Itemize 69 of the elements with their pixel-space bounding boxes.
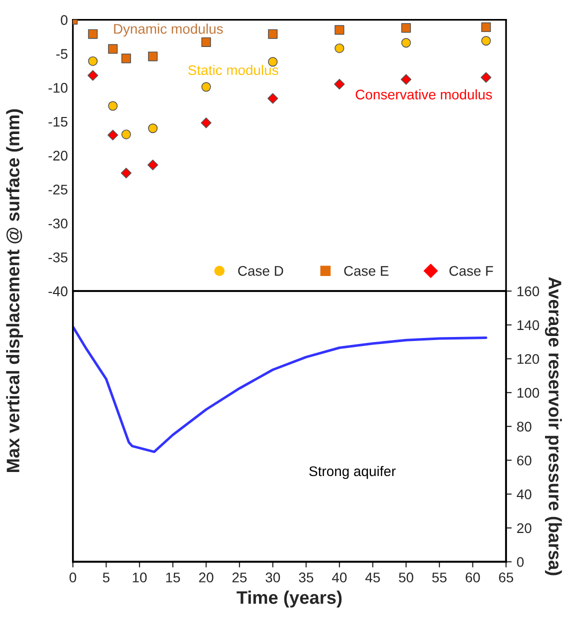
annotation: Dynamic modulus [114,24,223,37]
y-tick-label: -40 [48,286,68,296]
y2-tick-label: 20 [517,523,532,534]
point [481,22,491,32]
point [108,101,118,111]
x-tick-label: 50 [398,572,414,582]
point [401,38,411,48]
y-tick-label: -5 [56,49,68,59]
y2-tick-label: 160 [518,286,540,296]
point [268,29,278,39]
x-tick-label: 20 [199,572,214,582]
x-tick-label: 65 [499,572,514,582]
point [121,54,131,64]
y2-tick-label: 40 [516,489,532,500]
y-tick-label: -10 [48,82,68,93]
y-axis-title: Max vertical displacement @ surface (mm) [6,109,23,472]
y2-tick-label: 120 [518,354,540,364]
y-tick-label: -20 [48,150,68,161]
x-tick-label: 35 [298,572,314,582]
point [108,130,118,140]
point [148,160,158,170]
point [400,74,412,85]
x-axis-title: Time (years) [236,590,342,608]
y-tick-label: -35 [48,252,68,262]
point [121,130,131,140]
point [480,72,492,83]
y-tick-label: -15 [48,116,68,127]
annotation: Strong aquifer [309,466,396,479]
x-tick-label: 60 [466,572,480,582]
point [88,29,98,39]
x-tick-label: 45 [365,572,380,582]
y2-tick-label: 100 [518,388,540,398]
point [334,25,344,35]
point [148,52,158,62]
y2-axis-title: Average reservoir pressure (barsa) [544,277,562,576]
x-tick-label: 30 [266,572,280,582]
x-tick-label: 40 [332,572,347,582]
point [88,56,98,66]
point [267,93,278,104]
x-tick-label: 55 [432,572,447,582]
annotation: Static modulus [188,64,278,76]
y2-tick-label: 60 [517,456,532,466]
x-tick-label: 15 [166,572,180,582]
x-tick-label: 0 [70,572,76,582]
legend-label: Case E [344,266,388,276]
point [108,44,118,54]
x-tick-label: 5 [102,572,110,582]
point [334,43,344,54]
point [148,123,158,134]
y2-tick-label: 140 [518,320,540,330]
point [201,82,211,92]
point [201,37,211,47]
point [200,118,212,128]
point [334,78,345,90]
line-series [72,325,488,454]
y-tick-label: -30 [48,218,68,228]
y-tick-label: -25 [48,184,68,195]
x-tick-label: 10 [132,572,147,582]
point [401,23,411,33]
point [481,36,491,46]
y-tick-label: 0 [60,15,68,25]
point [88,70,98,81]
y2-tick-label: 80 [517,422,532,432]
legend-label: Case F [449,266,493,276]
point [120,168,132,178]
y2-tick-label: 0 [517,557,524,567]
legend-label: Case D [238,266,284,276]
annotation: Conservative modulus [356,89,492,100]
x-tick-label: 25 [232,572,247,582]
